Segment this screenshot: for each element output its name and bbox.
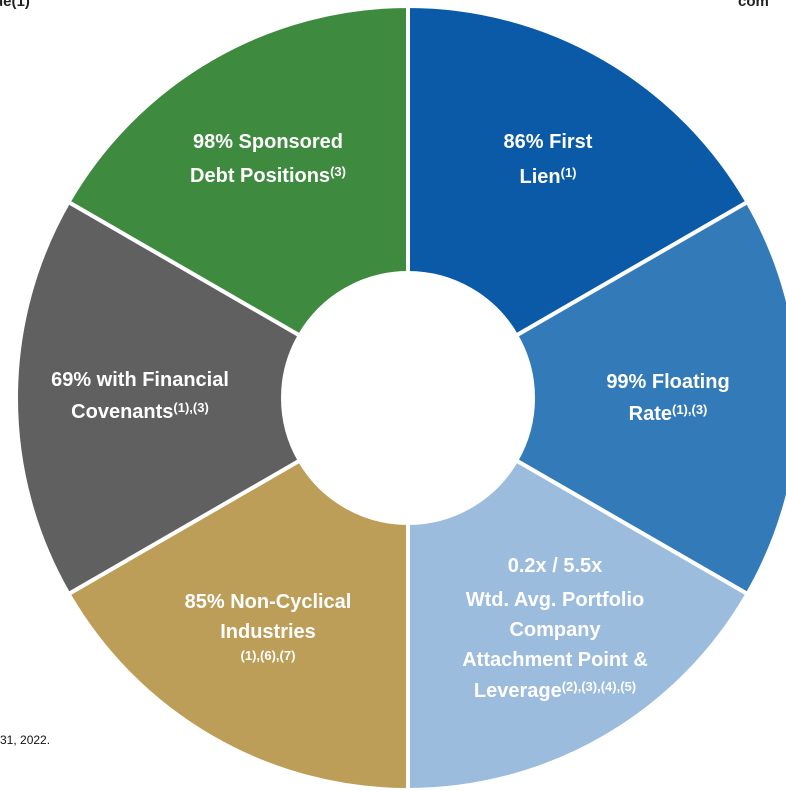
footnote-fragment: 31, 2022.	[0, 733, 50, 747]
segment-label: (1),(6),(7)	[241, 648, 296, 663]
label-text: Company	[509, 619, 601, 641]
label-text: 98% Sponsored	[193, 131, 343, 153]
label-text: Debt Positions	[190, 165, 330, 187]
segment	[65, 3, 410, 339]
label-text: Leverage	[474, 680, 562, 702]
segment-label: 86% First	[504, 131, 593, 153]
segment-label: Attachment Point &	[462, 649, 648, 671]
label-superscript: (1),(3)	[672, 402, 707, 417]
segment-label: Debt Positions(3)	[190, 164, 346, 187]
segment	[14, 199, 303, 597]
segment-label: Leverage(2),(3),(4),(5)	[474, 679, 636, 702]
segment-label: 0.2x / 5.5x	[508, 555, 603, 577]
segment	[513, 199, 786, 597]
label-text: Wtd. Avg. Portfolio	[466, 589, 645, 611]
label-text: Covenants	[71, 401, 173, 423]
label-text: Attachment Point &	[462, 649, 648, 671]
segment-label: 99% Floating	[606, 371, 729, 393]
segment-label: Industries	[220, 621, 316, 643]
label-text: Industries	[220, 621, 316, 643]
label-superscript: (1),(6),(7)	[241, 648, 296, 663]
label-superscript: (3)	[330, 164, 346, 179]
segment	[406, 457, 751, 791]
label-text: 0.2x / 5.5x	[508, 555, 603, 577]
segment-label: Lien(1)	[519, 165, 576, 188]
label-superscript: (1)	[561, 165, 577, 180]
segment-label: 69% with Financial	[51, 369, 229, 391]
label-text: 99% Floating	[606, 371, 729, 393]
header-fragment: ue(1)	[0, 0, 30, 10]
segment-label: Company	[509, 619, 601, 641]
segment-label: Wtd. Avg. Portfolio	[466, 589, 645, 611]
label-text: 85% Non-Cyclical	[185, 591, 352, 613]
segment	[65, 457, 410, 791]
label-superscript: (2),(3),(4),(5)	[562, 679, 636, 694]
segment	[406, 3, 751, 339]
segment-label: 98% Sponsored	[193, 131, 343, 153]
label-text: 86% First	[504, 131, 593, 153]
segment-label: Covenants(1),(3)	[71, 400, 209, 423]
segment-label: 85% Non-Cyclical	[185, 591, 352, 613]
label-superscript: (1),(3)	[173, 400, 208, 415]
label-text: Rate	[629, 403, 672, 425]
header-fragment: com	[738, 0, 769, 10]
segment-label: Rate(1),(3)	[629, 402, 708, 425]
label-text: 69% with Financial	[51, 369, 229, 391]
label-text: Lien	[519, 166, 560, 188]
